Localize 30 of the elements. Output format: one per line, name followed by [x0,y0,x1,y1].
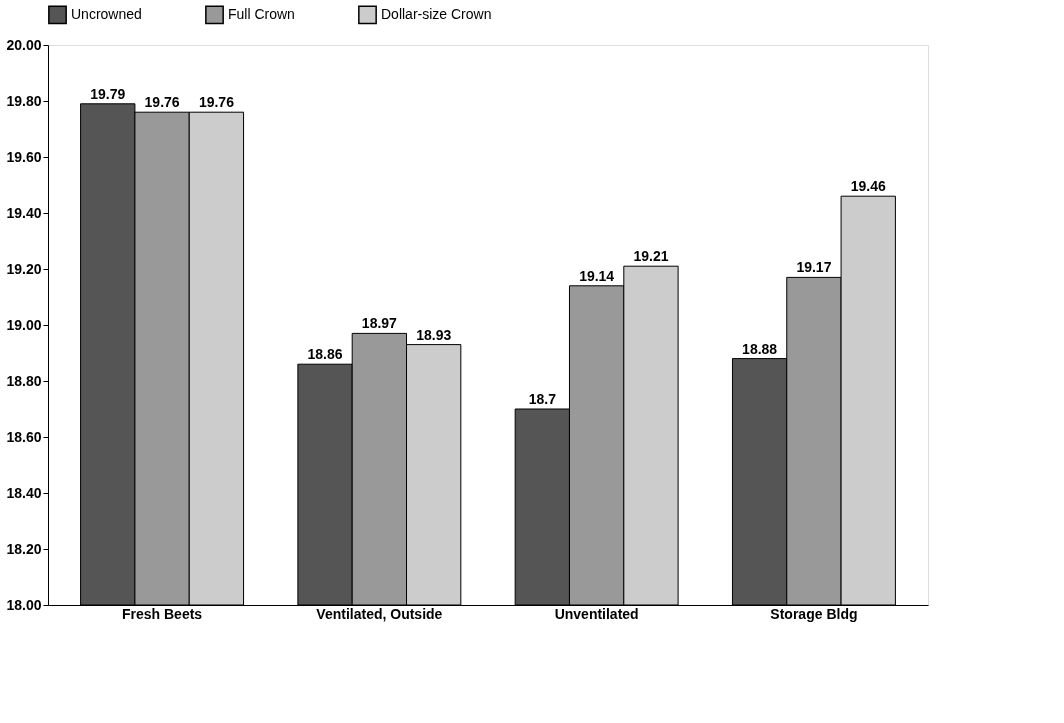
legend-label: Uncrowned [71,5,142,22]
y-tick-label: 18.60 [6,428,42,445]
y-tick-label: 18.20 [6,540,42,557]
data-label: 19.14 [579,267,615,284]
data-label: 19.76 [198,94,235,111]
data-label: 18.7 [528,391,557,407]
x-tick-label: Fresh Beets [122,605,203,622]
x-tick-label: Unventilated [554,605,639,622]
y-tick-label: 19.60 [6,148,42,165]
y-tick-label: 18.00 [6,596,42,613]
x-tick-label: Ventilated, Outside [316,605,443,622]
y-tick-label: 19.00 [6,316,42,333]
y-tick-label: 19.80 [6,92,42,109]
data-label: 19.17 [796,259,832,276]
data-label: 19.21 [633,248,669,265]
data-label: 19.79 [90,85,126,102]
legend-label: Dollar-size Crown [381,5,492,22]
data-label: 19.76 [144,94,180,111]
data-label: 18.88 [742,340,778,357]
y-tick-label: 18.40 [6,484,42,501]
data-label: 18.97 [361,315,398,332]
legend-label: Full Crown [228,5,295,22]
data-label: 19.46 [850,178,886,195]
data-label: 18.86 [307,346,343,363]
y-tick-label: 19.20 [6,260,42,277]
x-tick-label: Storage Bldg [770,605,858,622]
y-tick-label: 18.80 [6,372,42,389]
y-tick-label: 19.40 [6,204,42,221]
data-label: 18.93 [416,326,452,343]
y-tick-label: 20.00 [6,36,42,53]
